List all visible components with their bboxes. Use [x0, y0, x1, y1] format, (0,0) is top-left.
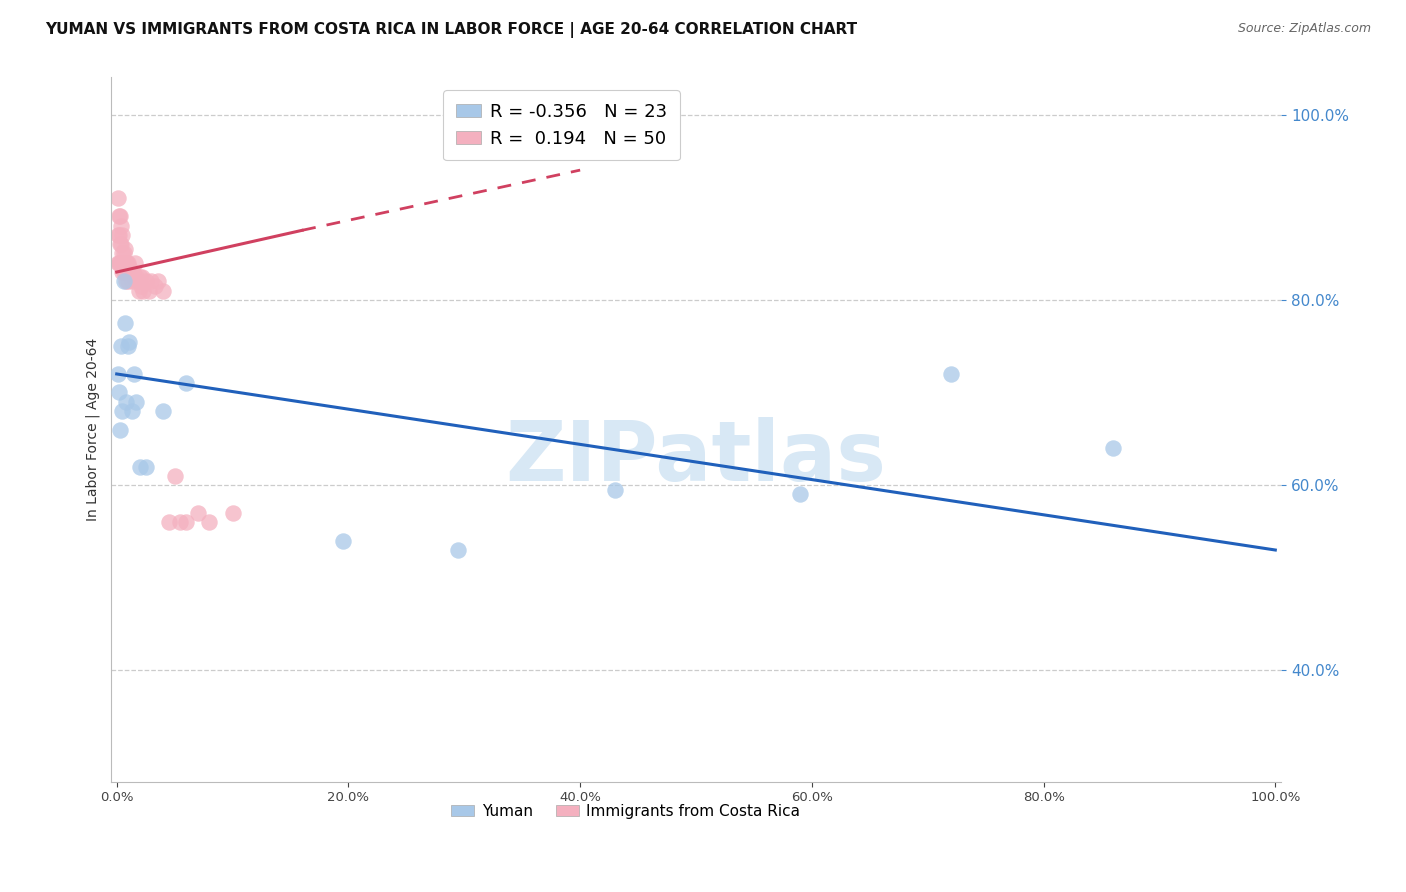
Point	[110, 339, 132, 353]
Point	[108, 210, 131, 224]
Point	[114, 242, 136, 256]
Point	[108, 210, 131, 224]
Point	[603, 483, 626, 497]
Point	[121, 274, 143, 288]
Point	[108, 385, 131, 400]
Point	[117, 256, 139, 270]
Point	[117, 274, 139, 288]
Point	[120, 265, 142, 279]
Point	[112, 265, 135, 279]
Point	[115, 256, 138, 270]
Point	[125, 269, 148, 284]
Point	[108, 423, 131, 437]
Point	[447, 543, 470, 558]
Point	[174, 376, 197, 391]
Point	[122, 269, 145, 284]
Point	[125, 394, 148, 409]
Point	[221, 506, 243, 520]
Point	[198, 515, 221, 529]
Text: Source: ZipAtlas.com: Source: ZipAtlas.com	[1237, 22, 1371, 36]
Point	[132, 284, 155, 298]
Point	[1102, 441, 1125, 455]
Point	[112, 274, 135, 288]
Point	[122, 367, 145, 381]
Point	[129, 279, 152, 293]
Point	[108, 227, 131, 242]
Point	[939, 367, 962, 381]
Point	[108, 237, 131, 252]
Point	[111, 265, 134, 279]
Point	[332, 533, 354, 548]
Point	[128, 269, 150, 284]
Point	[110, 256, 132, 270]
Text: YUMAN VS IMMIGRANTS FROM COSTA RICA IN LABOR FORCE | AGE 20-64 CORRELATION CHART: YUMAN VS IMMIGRANTS FROM COSTA RICA IN L…	[45, 22, 858, 38]
Point	[135, 459, 157, 474]
Point	[108, 256, 131, 270]
Y-axis label: In Labor Force | Age 20-64: In Labor Force | Age 20-64	[86, 338, 100, 521]
Text: ZIPatlas: ZIPatlas	[506, 417, 887, 499]
Point	[143, 279, 166, 293]
Point	[110, 237, 132, 252]
Point	[121, 404, 143, 418]
Point	[138, 284, 160, 298]
Point	[157, 515, 180, 529]
Point	[124, 256, 146, 270]
Point	[152, 404, 174, 418]
Point	[112, 246, 135, 260]
Point	[107, 191, 129, 205]
Point	[163, 469, 186, 483]
Point	[118, 260, 141, 275]
Point	[117, 339, 139, 353]
Point	[127, 274, 149, 288]
Point	[110, 219, 132, 233]
Point	[141, 274, 163, 288]
Point	[114, 316, 136, 330]
Point	[111, 246, 134, 260]
Point	[115, 256, 138, 270]
Point	[108, 256, 131, 270]
Point	[174, 515, 197, 529]
Point	[114, 265, 136, 279]
Point	[128, 459, 150, 474]
Point	[111, 227, 134, 242]
Legend: Yuman, Immigrants from Costa Rica: Yuman, Immigrants from Costa Rica	[446, 797, 807, 825]
Point	[789, 487, 811, 501]
Point	[128, 284, 150, 298]
Point	[111, 404, 134, 418]
Point	[115, 274, 138, 288]
Point	[152, 284, 174, 298]
Point	[148, 274, 170, 288]
Point	[122, 265, 145, 279]
Point	[135, 274, 157, 288]
Point	[169, 515, 191, 529]
Point	[107, 227, 129, 242]
Point	[187, 506, 209, 520]
Point	[107, 367, 129, 381]
Point	[118, 334, 141, 349]
Point	[107, 256, 129, 270]
Point	[131, 269, 153, 284]
Point	[115, 394, 138, 409]
